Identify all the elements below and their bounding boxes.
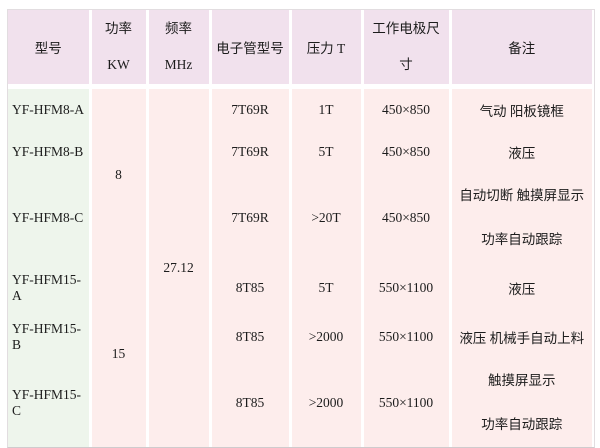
table-row: YF-HFM8-B 7T69R 5T 450×850 液压 [8,130,592,174]
column-header-tube: 电子管型号 [210,10,292,89]
cell-model: YF-HFM8-C [8,173,92,262]
header-row: 型号 功率 KW 频率 MHz 电子管型号 压力 T 工作电极尺 寸 备注 [8,10,592,89]
cell-tube: 7T69R [210,173,292,262]
column-header-frequency: 频率 MHz [147,10,212,89]
table-row: YF-HFM8-A 8 27.12 7T69R 1T 450×850 气动 阳板… [8,86,592,447]
cell-frequency-mhz: 27.12 [147,86,212,447]
cell-tube: 8T85 [210,261,292,315]
header-line: 功率 [105,21,132,36]
cell-pressure: >2000 [290,314,364,359]
cell-pressure: >2000 [290,358,364,447]
cell-pressure: 1T [290,86,364,131]
cell-tube: 8T85 [210,358,292,447]
cell-power-kw-15: 15 [90,261,149,447]
cell-electrode-size: 550×1100 [362,261,452,315]
column-header-model: 型号 [8,10,92,89]
cell-electrode-size: 450×850 [362,173,452,262]
header-line: 寸 [399,57,413,72]
cell-pressure: >20T [290,173,364,262]
spec-table: 型号 功率 KW 频率 MHz 电子管型号 压力 T 工作电极尺 寸 备注 [8,10,592,447]
cell-remark: 液压 机械手自动上料 [450,314,592,359]
cell-electrode-size: 550×1100 [362,358,452,447]
remark-line: 自动切断 触摸屏显示 [459,187,585,203]
column-header-electrode-size: 工作电极尺 寸 [362,10,452,89]
cell-remark: 气动 阳板镜框 [450,86,592,131]
cell-remark: 触摸屏显示 功率自动跟踪 [450,358,592,447]
table-row: YF-HFM8-C 7T69R >20T 450×850 自动切断 触摸屏显示 … [8,173,592,262]
header-line: KW [107,57,130,72]
cell-model: YF-HFM8-B [8,130,92,174]
cell-model: YF-HFM15-A [8,261,92,315]
column-header-remark: 备注 [450,10,592,89]
cell-electrode-size: 550×1100 [362,314,452,359]
remark-line: 功率自动跟踪 [481,231,563,247]
remark-line: 触摸屏显示 [488,372,556,388]
header-line: 频率 [165,21,192,36]
table-row: YF-HFM15-B 8T85 >2000 550×1100 液压 机械手自动上… [8,314,592,359]
cell-model: YF-HFM15-C [8,358,92,447]
cell-pressure: 5T [290,261,364,315]
cell-remark: 液压 [450,130,592,174]
cell-remark: 液压 [450,261,592,315]
column-header-pressure: 压力 T [290,10,364,89]
cell-remark: 自动切断 触摸屏显示 功率自动跟踪 [450,173,592,262]
cell-pressure: 5T [290,130,364,174]
cell-electrode-size: 450×850 [362,86,452,131]
cell-model: YF-HFM15-B [8,314,92,359]
column-header-power: 功率 KW [90,10,149,89]
cell-electrode-size: 450×850 [362,130,452,174]
cell-tube: 8T85 [210,314,292,359]
cell-tube: 7T69R [210,86,292,131]
product-spec-table: 型号 功率 KW 频率 MHz 电子管型号 压力 T 工作电极尺 寸 备注 [7,9,595,448]
header-line: 工作电极尺 [372,21,440,36]
remark-line: 功率自动跟踪 [481,416,563,432]
table-row: YF-HFM15-A 15 8T85 5T 550×1100 液压 [8,261,592,447]
cell-power-kw-8: 8 [90,86,149,262]
header-line: MHz [164,57,193,72]
cell-tube: 7T69R [210,130,292,174]
cell-model: YF-HFM8-A [8,86,92,131]
